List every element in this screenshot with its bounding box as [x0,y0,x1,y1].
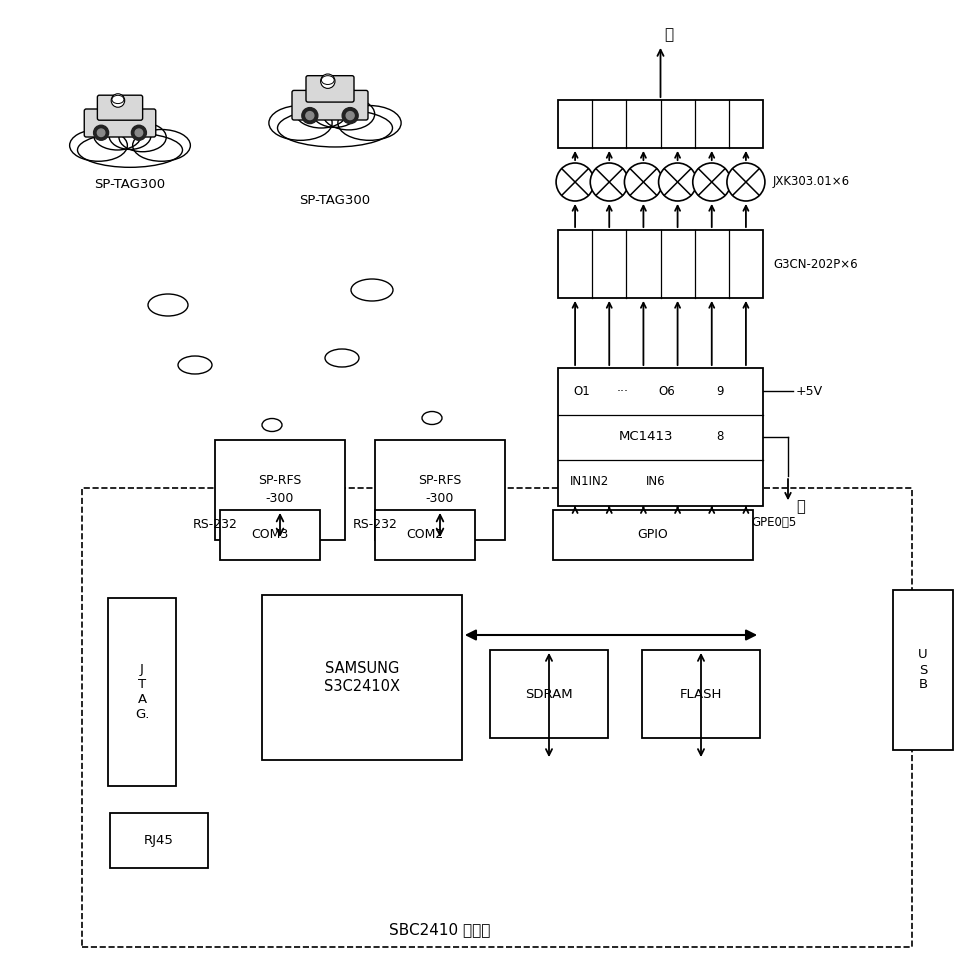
Bar [82,488,912,947]
Circle shape [131,125,146,140]
Text: SP-RFS
-300: SP-RFS -300 [418,475,461,506]
Ellipse shape [77,132,183,167]
Text: J
T
A
G.: J T A G. [135,663,149,721]
Text: RS-232: RS-232 [352,518,398,532]
Text: SP-RFS
-300: SP-RFS -300 [258,475,301,506]
Ellipse shape [178,356,212,374]
Text: FLASH: FLASH [680,687,722,701]
Circle shape [727,163,765,201]
Ellipse shape [325,349,359,367]
Circle shape [111,94,124,107]
Circle shape [93,125,109,140]
Text: G3CN-202P×6: G3CN-202P×6 [773,258,858,270]
FancyBboxPatch shape [84,109,156,137]
FancyBboxPatch shape [292,91,368,120]
FancyBboxPatch shape [306,75,354,102]
Bar [558,230,763,298]
Text: 地: 地 [796,499,805,513]
Text: SBC2410 开发板: SBC2410 开发板 [389,923,491,938]
Ellipse shape [277,109,393,147]
Bar [642,650,760,738]
Text: MC1413: MC1413 [618,430,673,444]
Bar [375,510,475,560]
Text: +5V: +5V [796,385,823,398]
Bar [110,813,208,868]
Ellipse shape [269,105,332,140]
Ellipse shape [351,279,393,301]
Ellipse shape [262,419,282,431]
Text: 地: 地 [664,27,673,42]
Text: SDRAM: SDRAM [525,687,573,701]
Text: SAMSUNG
S3C2410X: SAMSUNG S3C2410X [324,661,400,694]
Bar [262,595,462,760]
Text: COM2: COM2 [406,529,444,541]
Bar [553,510,753,560]
Circle shape [301,108,318,124]
Ellipse shape [296,96,347,128]
Bar [558,100,763,148]
Ellipse shape [338,105,402,140]
Circle shape [342,108,358,124]
Circle shape [321,74,335,89]
Circle shape [556,163,594,201]
Text: RJ45: RJ45 [144,834,174,847]
Bar [893,590,953,750]
Ellipse shape [422,411,442,425]
Text: IN1IN2: IN1IN2 [570,475,610,487]
Bar [490,650,608,738]
Circle shape [135,129,143,136]
Text: O1: O1 [573,385,589,398]
Ellipse shape [93,122,141,150]
Ellipse shape [148,294,188,316]
Ellipse shape [323,98,375,130]
Text: ···: ··· [617,385,629,398]
Circle shape [659,163,696,201]
Text: JXK303.01×6: JXK303.01×6 [773,176,850,188]
Text: GPE0～5: GPE0～5 [751,515,796,529]
Text: GPIO: GPIO [638,529,668,541]
Text: 9: 9 [716,385,723,398]
Circle shape [590,163,628,201]
Text: RS-232: RS-232 [193,518,238,532]
Bar [215,440,345,540]
Circle shape [692,163,731,201]
Text: IN6: IN6 [646,475,665,487]
Ellipse shape [69,129,127,161]
Bar [220,510,320,560]
Text: O6: O6 [658,385,675,398]
Circle shape [624,163,663,201]
Bar [375,440,505,540]
Text: SP-TAG300: SP-TAG300 [299,194,371,207]
Text: 8: 8 [716,430,723,444]
Bar [108,598,176,786]
Ellipse shape [119,123,167,152]
Text: U
S
B: U S B [918,648,927,692]
FancyBboxPatch shape [97,96,143,121]
Ellipse shape [312,97,358,127]
Ellipse shape [109,122,151,150]
Circle shape [97,129,105,136]
Bar [558,368,763,506]
Circle shape [306,112,314,120]
Ellipse shape [133,129,191,161]
Text: COM3: COM3 [251,529,289,541]
Circle shape [346,112,354,120]
Text: SP-TAG300: SP-TAG300 [94,179,166,191]
